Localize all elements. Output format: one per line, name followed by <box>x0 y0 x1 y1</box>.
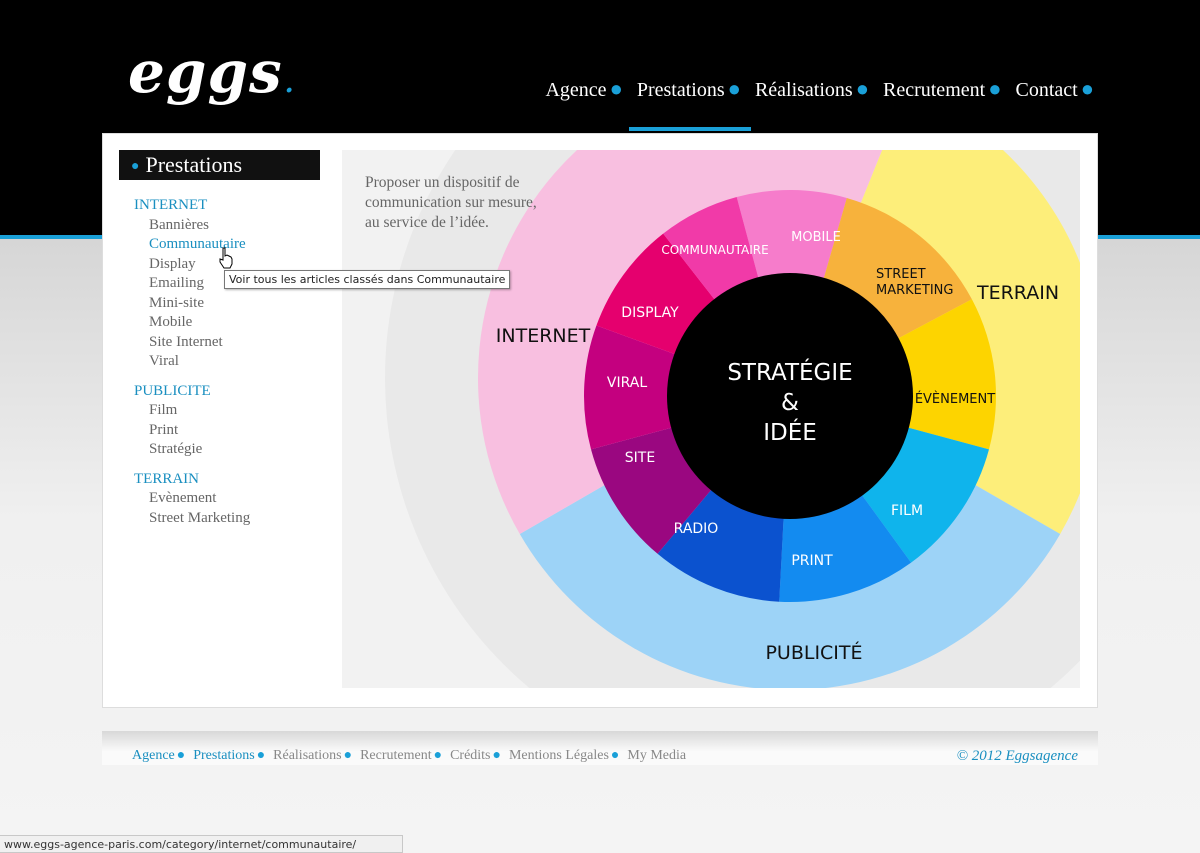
sidebar-item-display[interactable]: Display <box>149 255 196 272</box>
segment-street-marketing[interactable] <box>823 197 972 340</box>
label-site[interactable]: SITE <box>625 450 655 466</box>
browser-status-bar: www.eggs-agence-paris.com/category/inter… <box>0 835 403 853</box>
segment-viral[interactable] <box>584 325 678 450</box>
label-street-2[interactable]: MARKETING <box>876 283 953 298</box>
label-display[interactable]: DISPLAY <box>621 305 679 321</box>
sidebar-item-viral[interactable]: Viral <box>149 353 179 369</box>
label-radio[interactable]: RADIO <box>674 521 719 537</box>
segment-communautaire[interactable] <box>663 197 759 302</box>
segment-mobile[interactable] <box>736 190 847 281</box>
center-line-2: & <box>781 390 799 416</box>
center-line-3: IDÉE <box>763 418 817 446</box>
nav-prestations[interactable]: Prestations ● <box>628 76 752 131</box>
wheel-svg: STRATÉGIE & IDÉE INTERNET TERRAIN PUBLIC… <box>385 150 1080 688</box>
sidebar-item-communautaire[interactable]: Communautaire <box>149 236 246 252</box>
nav-contact[interactable]: Contact ● <box>1015 76 1094 101</box>
footer-link-realisations[interactable]: Réalisations ● <box>273 748 353 763</box>
footer-link-credits[interactable]: Crédits ● <box>450 748 501 763</box>
category-terrain[interactable]: TERRAIN <box>134 470 199 487</box>
label-film[interactable]: FILM <box>891 503 923 519</box>
footer-link-prestations[interactable]: Prestations ● <box>193 748 266 763</box>
sidebar-item-print[interactable]: Print <box>149 421 179 438</box>
label-publicite: PUBLICITÉ <box>765 641 862 664</box>
services-wheel: STRATÉGIE & IDÉE INTERNET TERRAIN PUBLIC… <box>342 150 1080 688</box>
nav-recrutement[interactable]: Recrutement ● <box>883 76 1002 101</box>
label-terrain: TERRAIN <box>976 282 1059 304</box>
sidebar-item-emailing[interactable]: Emailing <box>149 275 204 291</box>
sidebar-item-evenement[interactable]: Evènement <box>149 490 217 506</box>
segment-print[interactable] <box>779 493 912 602</box>
hand-cursor-icon <box>219 247 233 269</box>
segment-site[interactable] <box>591 427 713 554</box>
wheel-center <box>667 273 913 519</box>
footer-link-agence[interactable]: Agence ● <box>132 748 186 763</box>
main-nav: Agence ● Prestations ● Réalisations ● Recru… <box>545 76 1094 131</box>
category-publicite[interactable]: PUBLICITE <box>134 382 211 399</box>
nav-agence[interactable]: Agence ● <box>545 76 623 101</box>
segment-evenement[interactable] <box>895 299 996 450</box>
sidebar-item-mobile[interactable]: Mobile <box>149 314 193 330</box>
sidebar-item-site-internet[interactable]: Site Internet <box>149 333 223 350</box>
segment-display[interactable] <box>596 233 717 355</box>
label-viral[interactable]: VIRAL <box>607 375 647 391</box>
center-line-1: STRATÉGIE <box>727 358 852 386</box>
label-evenement[interactable]: ÉVÈNEMENT <box>915 391 995 407</box>
footer-nav: Agence ● Prestations ● Réalisations ● Recru… <box>132 748 686 764</box>
sidebar-item-strategie[interactable]: Stratégie <box>149 441 203 457</box>
sidebar-item-film[interactable]: Film <box>149 402 178 418</box>
sidebar-item-mini-site[interactable]: Mini-site <box>149 294 204 311</box>
nav-realisations[interactable]: Réalisations ● <box>754 76 869 101</box>
copyright: © 2012 Eggsagence <box>956 748 1078 764</box>
label-internet: INTERNET <box>496 325 591 347</box>
footer-link-mymedia[interactable]: My Media <box>627 748 687 763</box>
footer-link-recrutement[interactable]: Recrutement ● <box>360 748 443 763</box>
category-list: INTERNET Bannières Communautaire Display… <box>134 196 250 528</box>
sidebar-title: ● Prestations <box>119 150 320 180</box>
label-mobile[interactable]: MOBILE <box>791 230 841 245</box>
label-communautaire[interactable]: COMMUNAUTAIRE <box>661 243 768 257</box>
footer-link-mentions[interactable]: Mentions Légales ● <box>508 748 620 763</box>
footer-bar <box>102 731 1098 765</box>
intro-text: Proposer un dispositif de communication … <box>365 174 537 231</box>
category-internet[interactable]: INTERNET <box>134 197 208 213</box>
segment-radio[interactable] <box>657 487 784 602</box>
label-print[interactable]: PRINT <box>791 553 833 569</box>
logo[interactable]: eggs. <box>128 38 295 106</box>
label-street-1[interactable]: STREET <box>876 267 926 282</box>
tooltip: Voir tous les articles classés dans Comm… <box>224 270 511 289</box>
sidebar-item-street-marketing[interactable]: Street Marketing <box>149 509 251 526</box>
sidebar-item-bannieres[interactable]: Bannières <box>149 216 209 233</box>
